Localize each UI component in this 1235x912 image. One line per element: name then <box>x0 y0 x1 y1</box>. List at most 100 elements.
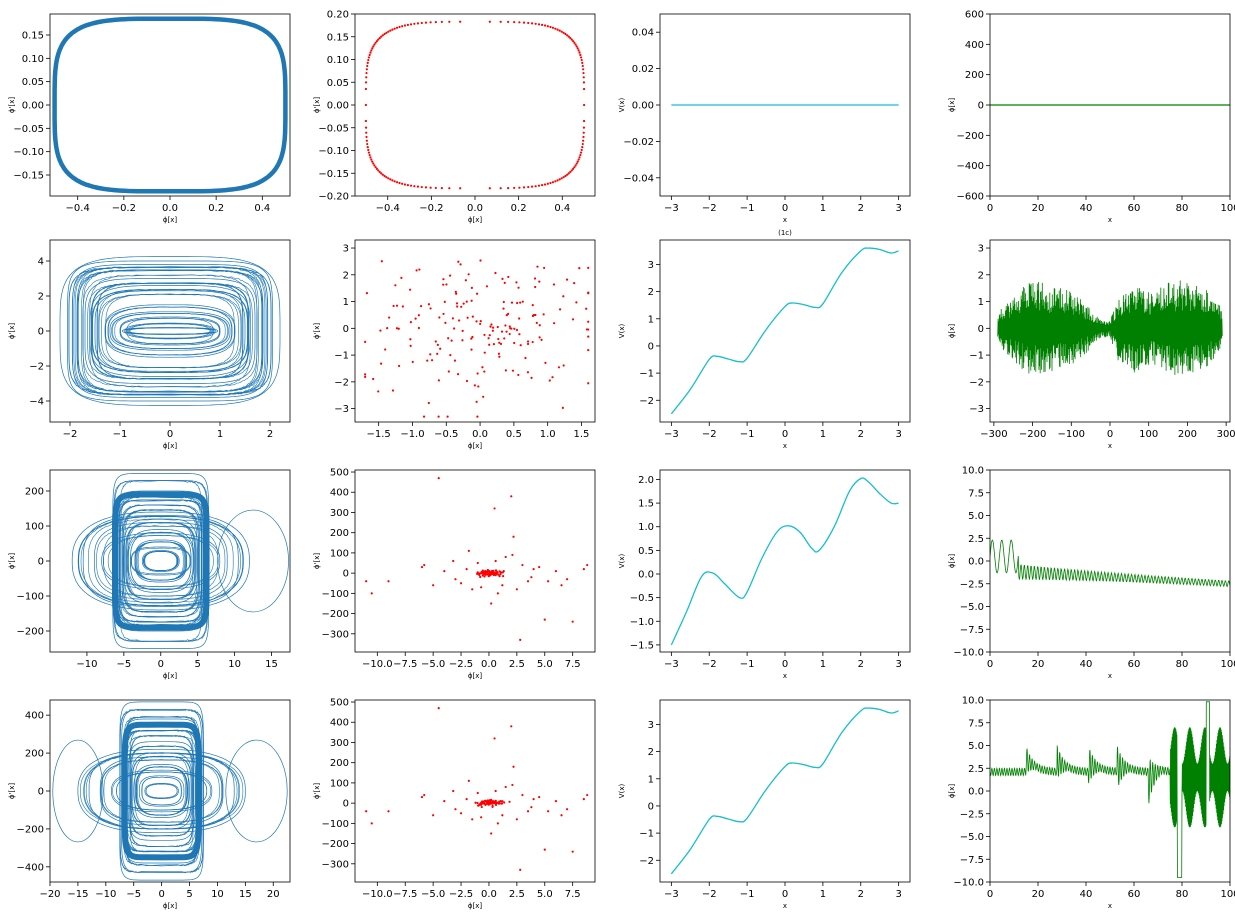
data-point <box>486 573 489 576</box>
x-tick-label: 0 <box>987 659 993 670</box>
data-point <box>501 814 504 817</box>
data-point <box>479 322 482 326</box>
orbit-line <box>124 327 216 335</box>
y-tick-label: −2 <box>334 377 349 388</box>
y-axis-label: ϕ'[x] <box>313 323 321 339</box>
data-point <box>490 798 493 801</box>
y-tick-label: −100 <box>17 592 44 603</box>
data-point <box>534 313 537 317</box>
data-point <box>518 317 521 320</box>
x-tick-label: 5.0 <box>537 889 553 900</box>
data-point <box>364 119 368 123</box>
data-point <box>366 61 369 64</box>
data-point <box>504 369 507 372</box>
orbit-line <box>141 550 180 572</box>
orbit-loop <box>52 739 104 843</box>
y-tick-label: 0.0 <box>968 787 984 798</box>
data-point <box>538 565 541 569</box>
data-point <box>395 304 399 307</box>
data-point <box>366 64 369 68</box>
data-point <box>452 559 455 563</box>
x-tick-label: −2 <box>702 659 717 670</box>
x-tick-label: −0.4 <box>66 203 90 214</box>
data-point <box>498 570 501 573</box>
data-point <box>582 81 586 84</box>
data-point <box>579 151 583 154</box>
data-point <box>491 571 494 574</box>
data-point <box>543 618 546 621</box>
y-tick-label: 200 <box>965 70 984 81</box>
data-point <box>423 793 426 797</box>
x-tick-label: 5.0 <box>537 659 553 670</box>
data-point <box>502 300 505 304</box>
data-point <box>574 43 577 46</box>
y-tick-label: −4 <box>29 397 44 408</box>
data-point <box>497 337 500 341</box>
orbit-line <box>107 534 214 587</box>
x-axis-label: ϕ[x] <box>163 216 177 224</box>
data-point <box>375 167 378 170</box>
orbit-line <box>119 480 202 642</box>
orbit-line <box>59 256 281 406</box>
data-point <box>510 301 514 304</box>
orbit-line <box>101 532 221 590</box>
data-point <box>562 295 565 298</box>
data-point <box>455 292 458 295</box>
data-point <box>516 301 519 305</box>
chart-p01: −0.4 −0.2 0.0 0.2 0.4 −0.20 −0.15 −0.10 −0.05 0.0… <box>313 10 596 224</box>
y-tick-label: 0.15 <box>327 32 349 43</box>
x-tick-label: 2 <box>858 203 864 214</box>
y-axis-label: ϕ'[x] <box>313 783 321 799</box>
data-point <box>365 131 368 134</box>
data-point <box>367 56 371 59</box>
chart-p02: −3 −2 −1 0 1 2 3 −0.04 −0.02 0.00 0.02 0.04 x V(x) <box>618 13 911 224</box>
x-tick-label: −1.0 <box>400 429 424 440</box>
data-point <box>518 21 521 24</box>
x-tick-label: 3 <box>895 203 901 214</box>
orbit-line <box>122 327 218 335</box>
orbit-line <box>119 316 221 346</box>
x-tick-label: −0.2 <box>419 203 443 214</box>
data-point <box>587 382 590 385</box>
data-point <box>499 573 502 576</box>
data-point <box>512 765 515 768</box>
x-tick-label: −15 <box>67 889 88 900</box>
chart-p00: −0.4 −0.2 0.0 0.2 0.4 −0.15 −0.10 −0.05 0.00 0.05… <box>8 13 291 224</box>
data-point <box>409 23 413 26</box>
x-tick-label: 2.5 <box>509 889 525 900</box>
x-tick-label: 2 <box>858 659 864 670</box>
data-point <box>522 21 526 24</box>
data-point <box>475 400 478 403</box>
data-point <box>517 373 520 377</box>
data-point <box>491 329 494 332</box>
x-axis-label: ϕ[x] <box>163 672 177 680</box>
y-tick-label: −400 <box>957 161 984 172</box>
plot-area <box>990 539 1230 588</box>
orbit-line <box>71 266 269 396</box>
orbit-line <box>125 522 197 600</box>
axes-frame <box>659 13 911 197</box>
y-tick-label: −0.15 <box>318 169 349 180</box>
data-point <box>515 588 518 591</box>
data-point <box>459 187 462 190</box>
data-point <box>377 390 380 393</box>
data-point <box>389 29 392 32</box>
data-point <box>379 329 382 332</box>
x-tick-label: −2 <box>702 889 717 900</box>
y-tick-label: −1.5 <box>630 640 654 651</box>
data-point <box>488 799 491 802</box>
x-tick-label: 100 <box>1220 889 1235 900</box>
orbit-line <box>87 518 234 603</box>
x-tick-label: 0.4 <box>254 203 270 214</box>
orbit-line <box>141 776 182 806</box>
data-point <box>554 180 557 183</box>
orbit-line <box>131 755 192 827</box>
data-point <box>424 186 428 189</box>
data-point <box>461 339 464 342</box>
data-point <box>524 356 527 360</box>
data-point <box>436 343 439 346</box>
orbit-line <box>117 496 205 626</box>
data-point <box>537 23 541 26</box>
data-point <box>561 406 564 409</box>
plot-area <box>670 477 899 646</box>
